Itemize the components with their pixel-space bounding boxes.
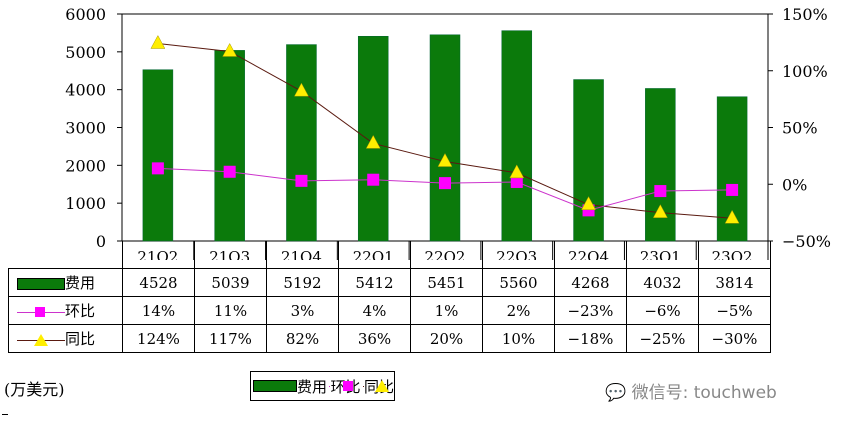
table-cell: 4528 <box>122 268 195 297</box>
header-cell <box>194 241 267 269</box>
divider <box>2 414 8 415</box>
qoq-point <box>726 183 739 196</box>
data-table: 费用 4528 5039 5192 5412 5451 5560 4268 4032 3814 环… <box>8 241 771 353</box>
yoy-point <box>581 196 596 210</box>
y-tick-label: 2000 <box>65 156 106 175</box>
table-cell: 117% <box>194 324 267 353</box>
table-cell: 36% <box>338 324 411 353</box>
header-cell <box>410 241 483 269</box>
table-cell: 14% <box>122 296 195 325</box>
bar-legend-key <box>17 278 65 290</box>
yoy-point <box>509 164 525 179</box>
bar-22Q2 <box>429 34 461 242</box>
yoy-point <box>150 34 166 49</box>
y-tick-label: 1000 <box>65 194 106 213</box>
table-cell: 124% <box>122 324 195 353</box>
table-cell: 10% <box>482 324 555 353</box>
y2-tick-label: 150% <box>782 5 828 24</box>
table-cell: 5039 <box>194 268 267 297</box>
y2-tick-label: 50% <box>782 119 818 138</box>
square-marker-icon <box>329 380 354 392</box>
y2-tick-label: 100% <box>782 62 828 81</box>
y-tick-label: 4000 <box>65 81 106 100</box>
yoy-point <box>652 204 668 218</box>
table-cell: 5560 <box>482 268 555 297</box>
table-cell: −30% <box>698 324 771 353</box>
yoy-point <box>437 153 453 167</box>
row-label-yoy: 同比 <box>8 324 123 353</box>
table-cell: 3814 <box>698 268 771 297</box>
legend: 费用 环比 同比 <box>250 371 395 401</box>
header-cell <box>626 241 699 269</box>
header-cell <box>266 241 339 269</box>
yoy-point <box>294 82 309 97</box>
y-tick-label: 0 <box>96 232 106 251</box>
chart: 0 1000 2000 3000 4000 5000 6000 −50% 0% 50% 100% 15… <box>65 5 831 260</box>
qoq-point <box>367 173 380 186</box>
bar-21Q2 <box>142 69 174 242</box>
wechat-icon: 💬 <box>605 383 627 403</box>
y-tick-label: 6000 <box>65 5 106 24</box>
triangle-marker-icon <box>17 334 65 346</box>
table-cell: −5% <box>698 296 771 325</box>
table-cell: 5192 <box>266 268 339 297</box>
unit-label: (万美元) <box>4 380 65 399</box>
table-cell: −23% <box>554 296 627 325</box>
table-cell: 1% <box>410 296 483 325</box>
triangle-marker-icon <box>362 380 389 392</box>
table-cell: 4032 <box>626 268 699 297</box>
y2-tick-label: 0% <box>782 175 807 194</box>
yoy-point <box>365 134 381 149</box>
bar-22Q1 <box>357 35 389 242</box>
table-cell: 5412 <box>338 268 411 297</box>
bar-legend-key <box>253 380 297 392</box>
table-cell: 3% <box>266 296 339 325</box>
header-cell <box>698 241 771 269</box>
header-cell <box>338 241 411 269</box>
yoy-point <box>724 209 740 224</box>
bar-21Q4 <box>286 44 317 242</box>
header-cell <box>482 241 555 269</box>
header-cell <box>122 241 195 269</box>
row-label-expense: 费用 <box>8 268 123 297</box>
table-cell: 4% <box>338 296 411 325</box>
qoq-point <box>295 174 308 187</box>
square-marker-icon <box>17 306 65 318</box>
table-cell: −6% <box>626 296 699 325</box>
y-tick-label: 3000 <box>65 119 106 138</box>
table-cell: 5451 <box>410 268 483 297</box>
header-cell <box>554 241 627 269</box>
bar-21Q3 <box>214 50 245 242</box>
bar-23Q1 <box>645 88 676 242</box>
yoy-point <box>222 42 238 57</box>
table-cell: −18% <box>554 324 627 353</box>
table-cell: 2% <box>482 296 555 325</box>
y-tick-label: 5000 <box>65 43 106 62</box>
table-cell: 20% <box>410 324 483 353</box>
bar-22Q4 <box>573 79 604 242</box>
qoq-point <box>151 162 164 175</box>
table-cell: 82% <box>266 324 339 353</box>
watermark: 💬 微信号: touchweb <box>605 383 777 403</box>
qoq-point <box>510 175 523 188</box>
y2-tick-label: −50% <box>782 232 831 251</box>
qoq-point <box>223 165 236 178</box>
table-cell: 11% <box>194 296 267 325</box>
table-cell: −25% <box>626 324 699 353</box>
qoq-point <box>654 185 667 198</box>
qoq-point <box>439 177 451 190</box>
row-label-qoq: 环比 <box>8 296 123 325</box>
bar-22Q3 <box>501 30 533 242</box>
table-cell: 4268 <box>554 268 627 297</box>
